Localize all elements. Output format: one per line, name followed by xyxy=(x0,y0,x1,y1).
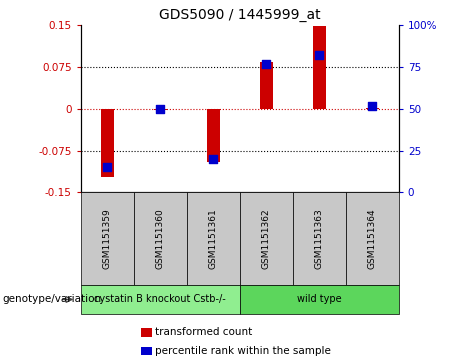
Bar xyxy=(100,109,114,177)
Text: GSM1151363: GSM1151363 xyxy=(315,208,324,269)
Text: GSM1151359: GSM1151359 xyxy=(103,208,112,269)
Point xyxy=(103,164,111,170)
Text: GSM1151364: GSM1151364 xyxy=(368,208,377,269)
Text: cystatin B knockout Cstb-/-: cystatin B knockout Cstb-/- xyxy=(95,294,226,305)
Text: transformed count: transformed count xyxy=(155,327,253,337)
Point xyxy=(368,103,376,109)
Text: GSM1151360: GSM1151360 xyxy=(156,208,165,269)
Bar xyxy=(207,109,220,162)
Text: GSM1151361: GSM1151361 xyxy=(209,208,218,269)
Text: GSM1151362: GSM1151362 xyxy=(262,208,271,269)
Point xyxy=(156,106,164,112)
Bar xyxy=(313,26,326,109)
Point xyxy=(209,156,217,162)
Bar xyxy=(154,109,167,110)
Bar xyxy=(366,108,379,109)
Text: genotype/variation: genotype/variation xyxy=(2,294,101,305)
Text: wild type: wild type xyxy=(297,294,342,305)
Title: GDS5090 / 1445999_at: GDS5090 / 1445999_at xyxy=(159,8,320,22)
Point xyxy=(315,53,323,58)
Text: percentile rank within the sample: percentile rank within the sample xyxy=(155,346,331,356)
Bar xyxy=(260,62,273,109)
Point xyxy=(262,61,270,67)
